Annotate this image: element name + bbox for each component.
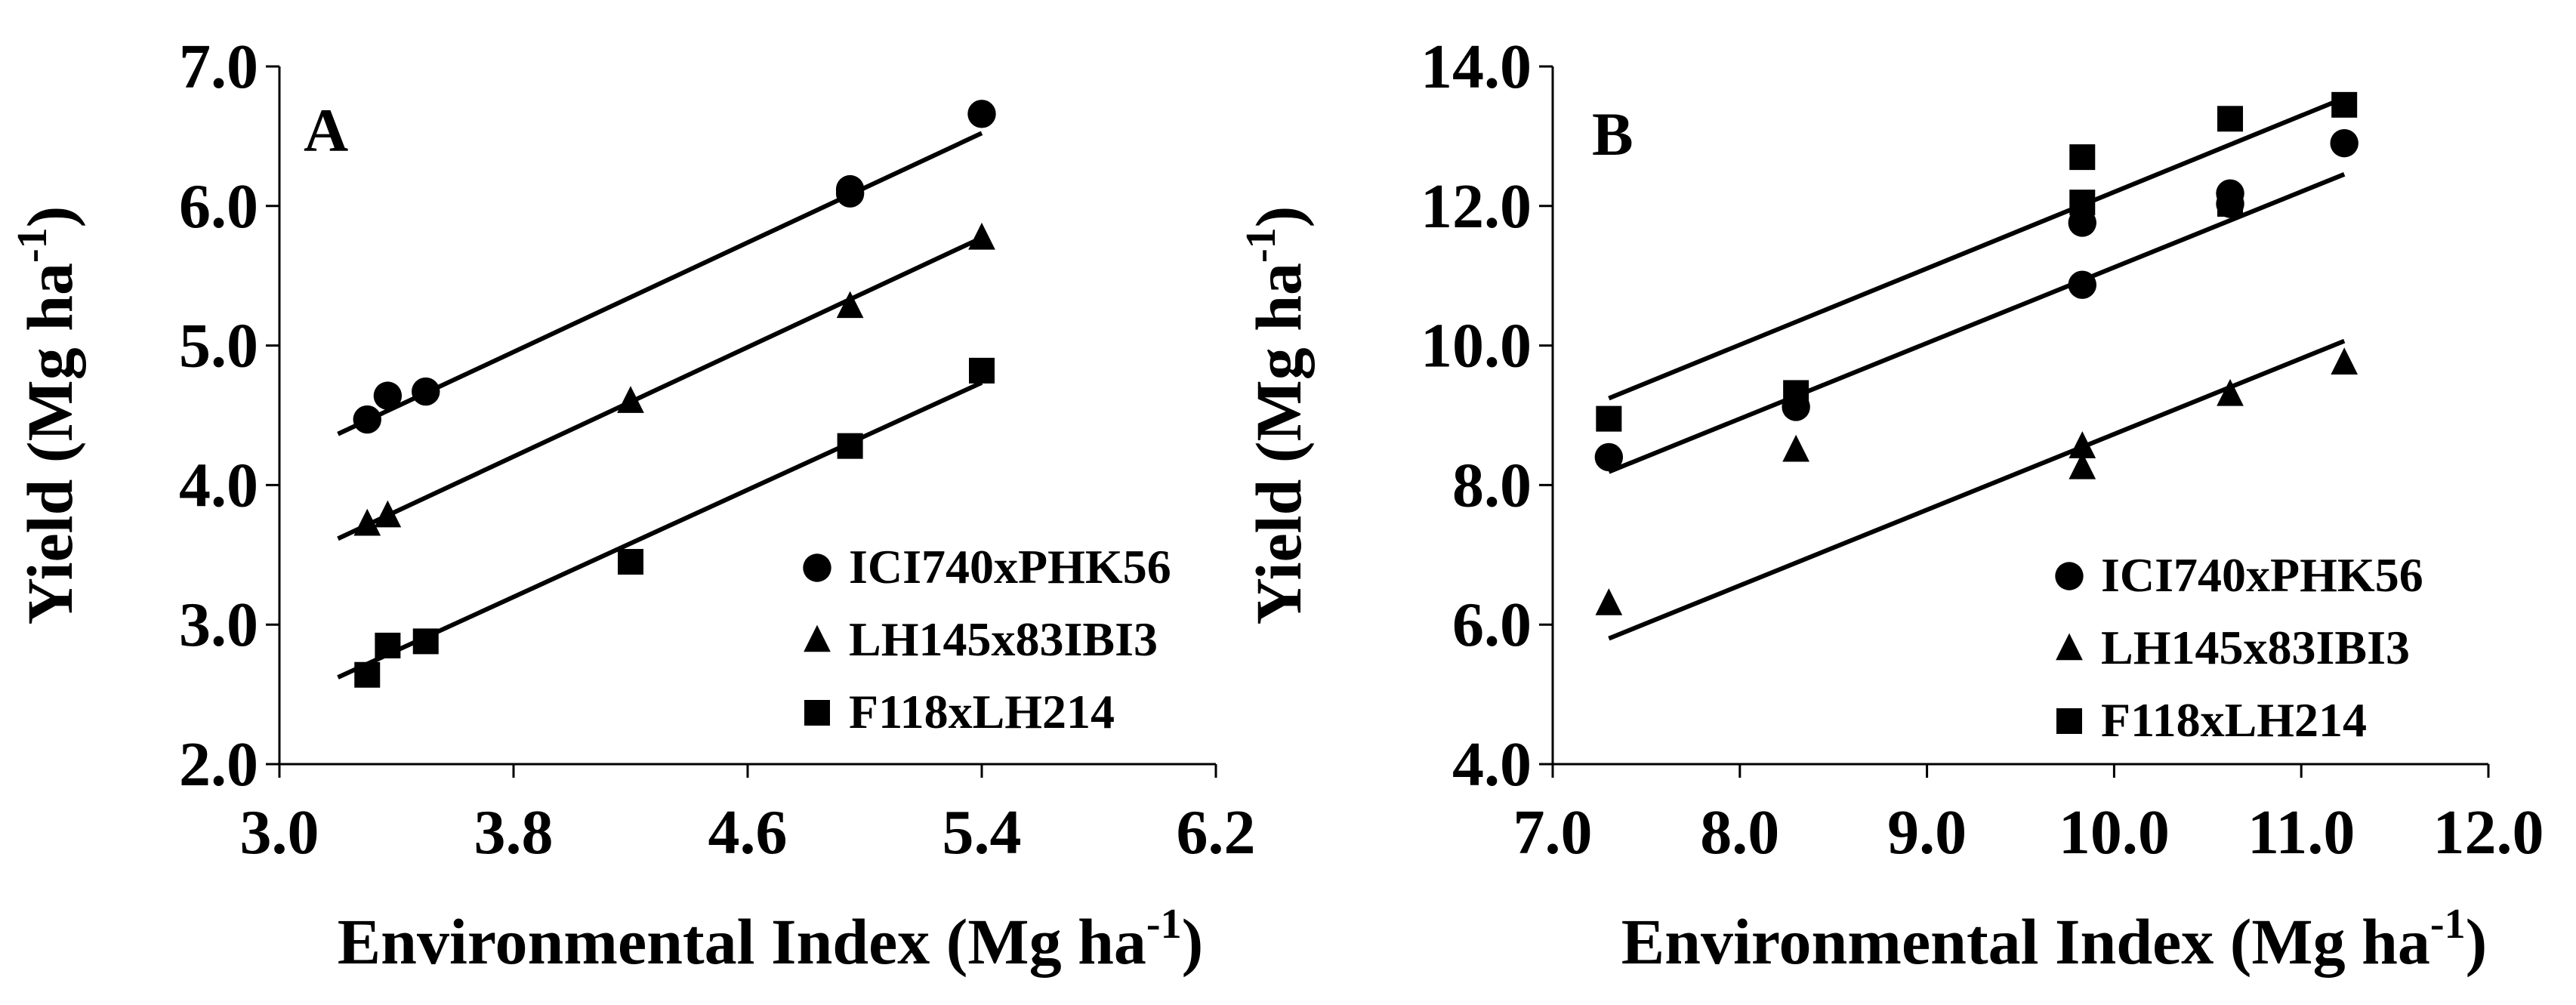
x-axis-title: Environmental Index (Mg ha-1) bbox=[338, 901, 1203, 978]
data-point bbox=[1596, 405, 1622, 432]
x-tick-label: 7.0 bbox=[1513, 797, 1593, 868]
trend-line bbox=[1608, 172, 2346, 474]
data-point bbox=[2330, 128, 2359, 158]
x-tick-label: 10.0 bbox=[2059, 797, 2170, 868]
data-point bbox=[1594, 442, 1624, 472]
data-point bbox=[2068, 270, 2096, 299]
trend-line bbox=[337, 381, 983, 680]
x-tick-label: 6.2 bbox=[1177, 797, 1256, 868]
data-point bbox=[2069, 144, 2096, 171]
data-point bbox=[835, 179, 865, 208]
y-tick-label: 7.0 bbox=[179, 32, 258, 102]
x-tick-label: 11.0 bbox=[2247, 797, 2355, 868]
data-point bbox=[2217, 106, 2244, 132]
data-point bbox=[375, 632, 401, 658]
series-f118xlh214 bbox=[337, 357, 995, 688]
series-lh145x83ibi3 bbox=[1595, 338, 2359, 641]
data-point bbox=[354, 661, 381, 688]
data-point bbox=[2331, 347, 2359, 375]
data-point bbox=[2069, 431, 2096, 458]
x-tick-label: 8.0 bbox=[1700, 797, 1779, 868]
data-point bbox=[1783, 380, 1809, 406]
legend-marker bbox=[2056, 633, 2083, 661]
data-point bbox=[374, 500, 402, 528]
legend-label: LH145x83IBI3 bbox=[2101, 621, 2410, 674]
y-tick-label: 5.0 bbox=[179, 311, 258, 381]
data-point bbox=[2069, 190, 2096, 216]
legend-label: ICI740xPHK56 bbox=[849, 540, 1171, 593]
trend-line bbox=[1608, 338, 2346, 641]
y-tick-label: 6.0 bbox=[179, 171, 258, 242]
panel-letter: B bbox=[1592, 100, 1634, 168]
legend-label: LH145x83IBI3 bbox=[849, 612, 1158, 666]
data-point bbox=[412, 377, 440, 406]
y-axis-title: Yield (Mg ha-1) bbox=[1238, 206, 1315, 625]
legend-marker bbox=[2055, 562, 2084, 590]
legend-marker bbox=[2056, 708, 2082, 734]
data-point bbox=[2217, 378, 2244, 406]
data-point bbox=[353, 405, 381, 434]
data-point bbox=[2069, 452, 2096, 479]
y-tick-label: 12.0 bbox=[1421, 171, 1532, 242]
x-axis-title: Environmental Index (Mg ha-1) bbox=[1621, 901, 2487, 978]
legend-label: F118xLH214 bbox=[2101, 693, 2367, 747]
trend-line bbox=[337, 131, 983, 436]
data-point bbox=[2331, 91, 2358, 118]
legend-marker bbox=[804, 700, 830, 726]
data-point bbox=[373, 381, 403, 410]
trend-line bbox=[337, 236, 983, 541]
data-point bbox=[412, 628, 439, 655]
series-ici740xphk56 bbox=[1594, 128, 2359, 474]
y-tick-label: 14.0 bbox=[1421, 32, 1532, 102]
panel-letter: A bbox=[304, 96, 348, 165]
chart-panel-b: 4.0 6.0 8.0 10.0 12.0 14.0 7.0 8.0 9.0 10.0 11.0 12… bbox=[1238, 32, 2544, 978]
x-tick-label: 5.4 bbox=[942, 797, 1022, 868]
series-ici740xphk56 bbox=[337, 100, 996, 436]
series-f118xlh214 bbox=[1596, 91, 2358, 432]
y-tick-label: 4.0 bbox=[1452, 729, 1532, 800]
data-point bbox=[1782, 434, 1809, 462]
x-tick-label: 12.0 bbox=[2433, 797, 2544, 868]
series-lh145x83ibi3 bbox=[337, 222, 995, 541]
data-point bbox=[967, 100, 996, 128]
legend-label: ICI740xPHK56 bbox=[2101, 548, 2423, 602]
y-tick-label: 2.0 bbox=[179, 729, 258, 800]
legend-marker bbox=[804, 624, 831, 652]
x-tick-label: 4.6 bbox=[708, 797, 788, 868]
y-tick-label: 6.0 bbox=[1452, 590, 1532, 660]
data-point bbox=[968, 222, 995, 250]
data-point bbox=[2068, 208, 2096, 237]
data-point bbox=[2217, 191, 2244, 217]
legend-marker bbox=[803, 553, 831, 582]
data-point bbox=[1595, 588, 1623, 615]
data-point bbox=[618, 549, 643, 575]
x-tick-label: 3.0 bbox=[240, 797, 319, 868]
data-point bbox=[969, 357, 995, 384]
y-tick-label: 4.0 bbox=[179, 450, 258, 520]
x-tick-label: 3.8 bbox=[474, 797, 554, 868]
legend-label: F118xLH214 bbox=[849, 685, 1115, 738]
data-point bbox=[353, 508, 381, 536]
trend-line bbox=[1608, 96, 2346, 401]
chart-panel-a: 2.03.04.05.06.07.03.0 3.8 4.6 5.4 6.2AEnviro… bbox=[9, 32, 1256, 978]
x-tick-label: 9.0 bbox=[1887, 797, 1967, 868]
y-tick-label: 8.0 bbox=[1452, 450, 1532, 520]
data-point bbox=[836, 291, 864, 319]
data-point bbox=[837, 433, 863, 459]
y-tick-label: 3.0 bbox=[179, 590, 258, 660]
data-point bbox=[617, 386, 644, 413]
y-tick-label: 10.0 bbox=[1421, 311, 1532, 381]
y-axis-title: Yield (Mg ha-1) bbox=[9, 206, 86, 625]
